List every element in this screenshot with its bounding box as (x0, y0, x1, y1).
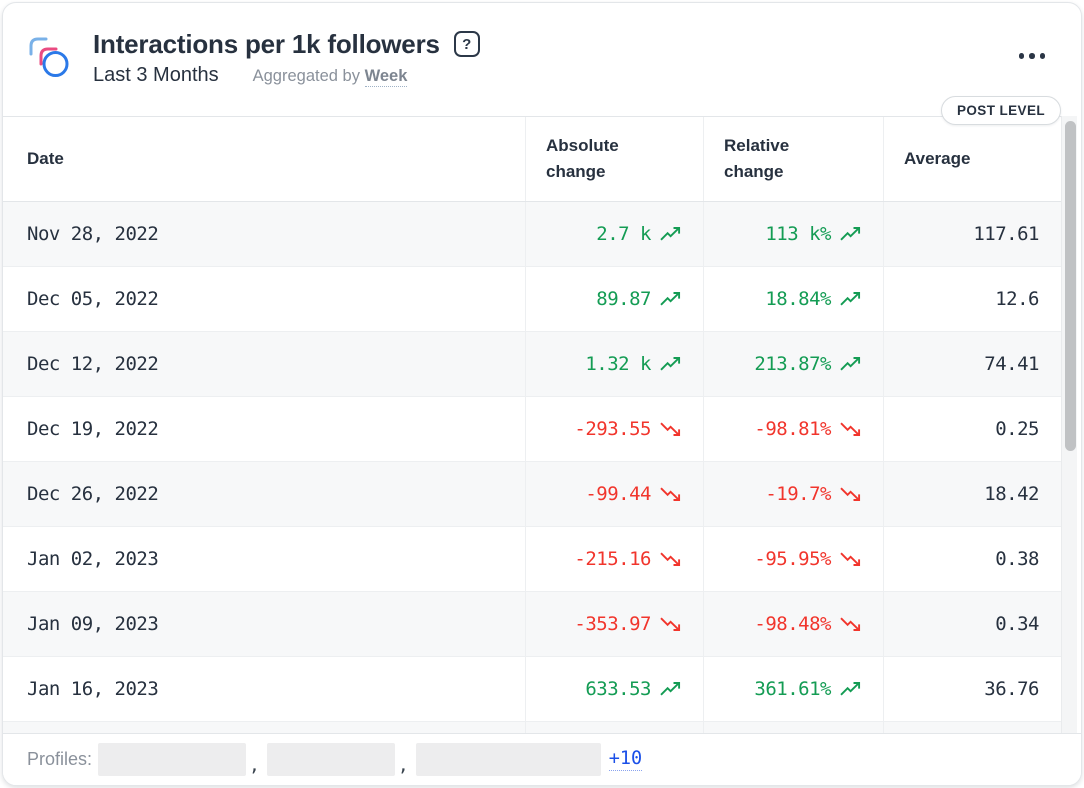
dot-icon (1029, 53, 1035, 59)
column-header-date: Date (27, 149, 64, 168)
vertical-scrollbar[interactable] (1061, 116, 1077, 733)
more-options-button[interactable] (1015, 49, 1050, 63)
relative-change-cell: -95.95% (703, 527, 883, 591)
relative-change-cell: 18.84% (703, 267, 883, 331)
date-cell: Dec 12, 2022 (27, 353, 159, 375)
trend-up-icon (840, 227, 861, 241)
average-cell: 36.76 (883, 657, 1063, 721)
absolute-change-cell: 633.53 (525, 657, 703, 721)
trend-down-icon (840, 617, 861, 631)
table-row: Jan 09, 2023 -353.97 -98.48% 0.34 (3, 592, 1063, 657)
profile-separator: , (397, 755, 409, 776)
help-icon[interactable]: ? (453, 31, 480, 57)
more-profiles-link[interactable]: +10 (608, 748, 643, 771)
average-cell: 18.42 (883, 462, 1063, 526)
data-table: Date Absolute change Relative change Ave… (3, 116, 1063, 733)
relative-change-cell: -98.48% (703, 592, 883, 656)
table-row: Dec 26, 2022 -99.44 -19.7% 18.42 (3, 462, 1063, 527)
profiles-label: Profiles: (27, 749, 93, 769)
average-cell: 74.41 (883, 332, 1063, 396)
dot-icon (1039, 53, 1045, 59)
table-body: Nov 28, 2022 2.7 k 113 k% 117.61 Dec 05, 202… (3, 202, 1063, 733)
absolute-change-cell: -293.55 (525, 397, 703, 461)
trend-up-icon (840, 682, 861, 696)
redacted-profile-name (266, 743, 395, 776)
date-cell: Nov 28, 2022 (27, 223, 159, 245)
trend-down-icon (660, 617, 681, 631)
absolute-change-cell: -215.16 (525, 527, 703, 591)
average-cell: 0.34 (883, 592, 1063, 656)
table-row: Dec 05, 2022 89.87 18.84% 12.6 (3, 267, 1063, 332)
average-cell: 0.38 (883, 527, 1063, 591)
table-header-row: Date Absolute change Relative change Ave… (3, 117, 1063, 202)
trend-up-icon (660, 682, 681, 696)
date-cell: Dec 05, 2022 (27, 288, 159, 310)
table-row: Jan 02, 2023 -215.16 -95.95% 0.38 (3, 527, 1063, 592)
absolute-change-cell: 2.7 k (525, 202, 703, 266)
relative-change-cell: 113 k% (703, 202, 883, 266)
post-level-badge[interactable]: POST LEVEL (940, 96, 1061, 125)
trend-up-icon (660, 292, 681, 306)
interactions-metric-icon (25, 33, 71, 79)
date-cell: Jan 16, 2023 (27, 678, 159, 700)
trend-down-icon (840, 487, 861, 501)
trend-down-icon (840, 552, 861, 566)
relative-change-cell: 361.61% (703, 657, 883, 721)
absolute-change-cell: -99.44 (525, 462, 703, 526)
trend-up-icon (840, 292, 861, 306)
relative-change-cell: -98.81% (703, 397, 883, 461)
trend-up-icon (840, 357, 861, 371)
date-cell: Jan 02, 2023 (27, 548, 159, 570)
absolute-change-cell: -353.97 (525, 592, 703, 656)
column-header-average: Average (883, 117, 1063, 201)
heading-block: Interactions per 1k followers ? Last 3 M… (93, 29, 480, 87)
trend-up-icon (660, 357, 681, 371)
redacted-profile-name (98, 743, 247, 776)
absolute-change-cell: 89.87 (525, 267, 703, 331)
widget-header: Interactions per 1k followers ? Last 3 M… (3, 3, 1081, 116)
relative-change-cell: -19.7% (703, 462, 883, 526)
date-cell: Jan 09, 2023 (27, 613, 159, 635)
relative-change-cell: 213.87% (703, 332, 883, 396)
table-row: Nov 28, 2022 2.7 k 113 k% 117.61 (3, 202, 1063, 267)
scrollbar-thumb[interactable] (1064, 121, 1076, 451)
aggregation-selector[interactable]: Week (364, 67, 408, 87)
profiles-footer: Profiles: ,, +10 (3, 733, 1081, 785)
average-cell: 0.25 (883, 397, 1063, 461)
date-cell: Dec 19, 2022 (27, 418, 159, 440)
trend-down-icon (840, 422, 861, 436)
date-range-label: Last 3 Months (93, 64, 219, 86)
table-row-partial (3, 722, 1063, 733)
profile-separator: , (249, 755, 260, 776)
trend-up-icon (660, 227, 681, 241)
average-cell: 12.6 (883, 267, 1063, 331)
aggregated-by-text: Aggregated by (252, 67, 360, 85)
trend-down-icon (660, 552, 681, 566)
absolute-change-cell: 1.32 k (525, 332, 703, 396)
column-header-relative-change: Relative change (703, 117, 883, 201)
table-row: Jan 16, 2023 633.53 361.61% 36.76 (3, 657, 1063, 722)
dot-icon (1018, 53, 1024, 59)
average-cell: 117.61 (883, 202, 1063, 266)
aggregation-label: Aggregated by Week (252, 67, 408, 87)
redacted-profile-name (415, 743, 601, 776)
page-title: Interactions per 1k followers (93, 29, 440, 59)
table-row: Dec 19, 2022 -293.55 -98.81% 0.25 (3, 397, 1063, 462)
date-cell: Dec 26, 2022 (27, 483, 159, 505)
table-row: Dec 12, 2022 1.32 k 213.87% 74.41 (3, 332, 1063, 397)
trend-down-icon (660, 422, 681, 436)
column-header-absolute-change: Absolute change (525, 117, 703, 201)
trend-down-icon (660, 487, 681, 501)
profiles-list: ,, (98, 743, 601, 776)
